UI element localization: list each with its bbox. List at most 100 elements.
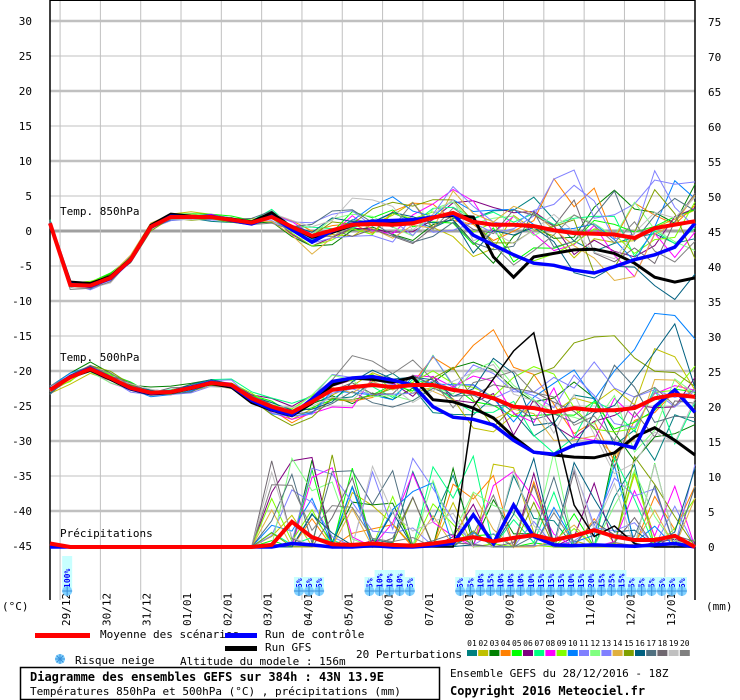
snowflake-icon-strokes	[576, 586, 587, 596]
left-tick-label: 10	[19, 155, 32, 168]
perturbation-number: 03	[490, 639, 500, 648]
snow-label-bg	[304, 577, 315, 590]
snowflake-icon-strokes	[586, 586, 597, 596]
perturbation-swatch-1	[467, 650, 477, 656]
snow-pct-label: 5%	[628, 578, 637, 588]
perturbation-number: 07	[534, 639, 544, 648]
snow-label-bg	[576, 570, 587, 590]
perturbation-lines	[49, 169, 696, 549]
snow-risk-marker: 5%	[364, 577, 375, 596]
snow-label-bg	[656, 577, 667, 590]
snow-risk-marker: 10%	[525, 570, 536, 596]
snow-risk-marker: 5%	[646, 577, 657, 596]
snow-pct-label: 5%	[305, 578, 314, 588]
snowflake-icon-strokes	[374, 586, 385, 596]
date-label: 01/01	[181, 593, 194, 626]
snow-label-bg	[666, 577, 677, 590]
snow-risk-marker: 10%	[495, 570, 506, 596]
snow-pct-label: 5%	[658, 578, 667, 588]
snow-risk-marker: 5%	[314, 577, 325, 596]
legend-mean-label: Moyenne des scénarios	[100, 628, 239, 641]
snowflake-icon-strokes	[404, 586, 415, 596]
label-t500: Temp. 500hPa	[60, 351, 139, 364]
snow-pct-label: 15%	[617, 573, 626, 588]
snow-pct-label: 5%	[295, 578, 304, 588]
snow-risk-marker: 5%	[304, 577, 315, 596]
snow-risk-marker: 5%	[404, 577, 415, 596]
right-tick-label: 50	[708, 191, 721, 204]
perturbation-swatch-10	[567, 650, 578, 656]
perturbation-swatch-19	[668, 650, 679, 656]
mean-t850-line	[48, 210, 696, 288]
perturbation-swatch-17	[646, 650, 657, 656]
snow-label-bg	[485, 570, 496, 590]
perturbation-swatch-4	[500, 650, 511, 656]
date-label: 12/01	[624, 593, 637, 626]
snow-risk-marker: 25%	[606, 570, 617, 596]
date-label: 30/12	[100, 593, 113, 626]
snow-label-bg	[616, 570, 627, 590]
right-tick-label: 25	[708, 366, 721, 379]
snow-risk-marker: 10%	[475, 570, 486, 596]
perturbation-legend: 01 02 03 04 05 06 07 08 09 10 11 12 13 14 15 16 17 18 19 20	[467, 639, 690, 656]
snow-risk-marker: 10%	[374, 570, 385, 596]
snow-risk-marker: 15%	[596, 570, 607, 596]
snow-risk-row: 100% 5% 5% 5% 5% 10% 10% 10% 5% 5% 5% 10% 15% 10% 10% 1…	[62, 556, 687, 596]
snowflake-icon-strokes	[566, 586, 577, 596]
snow-label-bg	[545, 570, 556, 590]
left-tick-label: -45	[12, 540, 32, 553]
snow-risk-marker: 5%	[293, 577, 304, 596]
snow-pct-label: 5%	[406, 578, 415, 588]
snow-pct-label: 15%	[537, 573, 546, 588]
snow-label-bg	[676, 577, 687, 590]
date-label: 08/01	[463, 593, 476, 626]
date-label: 07/01	[423, 593, 436, 626]
snow-label-bg	[62, 556, 73, 590]
snowflake-icon-strokes	[535, 586, 546, 596]
perturbation-swatch-18	[657, 650, 668, 656]
perturbation-number: 19	[669, 639, 679, 648]
left-tick-label: 30	[19, 15, 32, 28]
snowflake-icon-strokes	[293, 586, 304, 596]
left-tick-label: -30	[12, 435, 32, 448]
snow-label-bg	[364, 577, 375, 590]
perturbation-swatch-7	[534, 650, 545, 656]
perturbation-number: 13	[602, 639, 612, 648]
snow-label-bg	[586, 570, 597, 590]
right-tick-label: 10	[708, 471, 721, 484]
legend-gfs-swatch	[225, 646, 257, 651]
date-label: 04/01	[302, 593, 315, 626]
date-label: 03/01	[262, 593, 275, 626]
perturbation-swatch-8	[545, 650, 556, 656]
perturbation-19-t500-line	[49, 363, 696, 475]
legend-snow-label: Risque neige	[75, 654, 154, 667]
perturbation-number: 10	[568, 639, 578, 648]
snow-risk-marker: 15%	[555, 570, 566, 596]
snow-pct-label: 10%	[476, 573, 485, 588]
right-tick-label: 60	[708, 121, 721, 134]
perturbation-number: 09	[557, 639, 567, 648]
left-tick-label: -20	[12, 365, 32, 378]
date-label: 02/01	[221, 593, 234, 626]
snow-pct-label: 5%	[648, 578, 657, 588]
snow-risk-marker: 10%	[505, 570, 516, 596]
right-tick-label: 75	[708, 16, 721, 29]
legend-mean-swatch	[35, 633, 90, 638]
left-tick-label: -35	[12, 470, 32, 483]
snowflake-icon-strokes	[606, 586, 617, 596]
snow-pct-label: 5%	[668, 578, 677, 588]
snowflake-icon-strokes	[364, 586, 375, 596]
snow-label-bg	[606, 570, 617, 590]
snowflake-icon-strokes	[475, 586, 486, 596]
altitude-label: Altitude du modele : 156m	[180, 655, 346, 668]
snow-label-bg	[636, 577, 647, 590]
snowflake-icon-strokes	[676, 586, 687, 596]
perturbation-swatch-9	[556, 650, 567, 656]
legend-gfs-label: Run GFS	[265, 641, 311, 654]
snow-pct-label: 5%	[366, 578, 375, 588]
run-info: Ensemble GEFS du 28/12/2016 - 18Z	[450, 667, 669, 680]
snow-label-bg	[384, 570, 395, 590]
legend-control-label: Run de contrôle	[265, 628, 364, 641]
left-tick-label: -40	[12, 505, 32, 518]
